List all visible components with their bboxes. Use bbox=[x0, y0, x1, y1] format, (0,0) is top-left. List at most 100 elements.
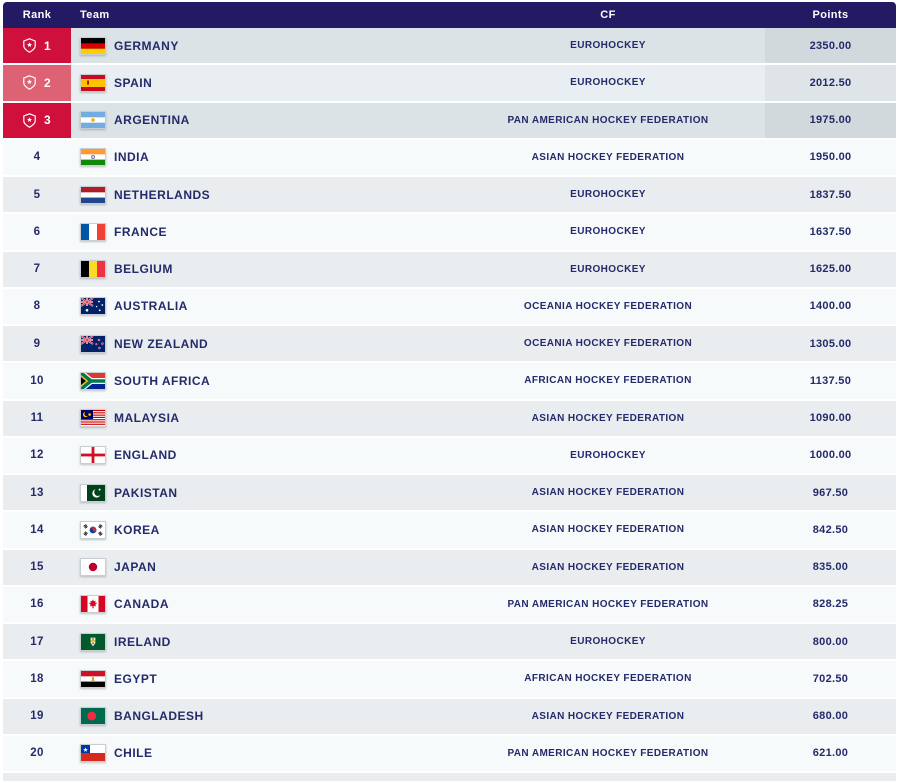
points-value: 835.00 bbox=[765, 549, 896, 585]
team-cell: IRELAND bbox=[71, 624, 451, 660]
table-row[interactable]: 15 JAPAN ASIAN HOCKEY FEDERATION 835.00 bbox=[3, 549, 896, 587]
rank-number: 17 bbox=[30, 635, 44, 648]
table-row[interactable]: 11 MALAYSIA ASIAN HOCKEY FEDERATION 1090… bbox=[3, 400, 896, 438]
team-cell: AUSTRALIA bbox=[71, 288, 451, 324]
confederation-label: ASIAN HOCKEY FEDERATION bbox=[451, 475, 765, 511]
rank-number: 9 bbox=[33, 337, 41, 350]
table-row[interactable]: 8 AUSTRALIA OCEANIA HOCKEY FEDERATION 14… bbox=[3, 288, 896, 326]
flag-icon bbox=[80, 669, 106, 688]
table-row[interactable]: 4 INDIA ASIAN HOCKEY FEDERATION 1950.00 bbox=[3, 139, 896, 177]
confederation-label: PAN AMERICAN HOCKEY FEDERATION bbox=[451, 102, 765, 138]
table-row[interactable]: 9 NEW ZEALAND OCEANIA HOCKEY FEDERATION … bbox=[3, 326, 896, 364]
team-cell: SPAIN bbox=[71, 65, 451, 101]
table-row[interactable]: 5 NETHERLANDS EUROHOCKEY 1837.50 bbox=[3, 177, 896, 215]
table-row[interactable]: 18 EGYPT AFRICAN HOCKEY FEDERATION 702.5… bbox=[3, 661, 896, 699]
points-value: 680.00 bbox=[765, 698, 896, 734]
rank-number: 3 bbox=[44, 113, 51, 128]
rank-number: 18 bbox=[30, 672, 44, 685]
rankings-table: Rank Team CF Points 1 GERMANY EUROHOCKEY… bbox=[3, 2, 896, 781]
table-row[interactable]: 6 FRANCE EUROHOCKEY 1637.50 bbox=[3, 214, 896, 252]
confederation-label: ASIAN HOCKEY FEDERATION bbox=[451, 400, 765, 436]
table-row[interactable]: 17 IRELAND EUROHOCKEY 800.00 bbox=[3, 624, 896, 662]
rank-cell: 2 bbox=[3, 65, 71, 101]
partial-next-row bbox=[3, 773, 896, 781]
team-cell: JAPAN bbox=[71, 549, 451, 585]
confederation-label: AFRICAN HOCKEY FEDERATION bbox=[451, 661, 765, 697]
table-row[interactable]: 16 CANADA PAN AMERICAN HOCKEY FEDERATION… bbox=[3, 586, 896, 624]
team-name: INDIA bbox=[114, 150, 150, 165]
shield-star-icon bbox=[23, 75, 36, 91]
rank-cell: 9 bbox=[3, 326, 71, 362]
flag-icon bbox=[80, 111, 106, 130]
rank-number: 6 bbox=[33, 225, 41, 238]
team-name: EGYPT bbox=[114, 671, 158, 686]
team-name: CANADA bbox=[114, 597, 169, 612]
team-name: ENGLAND bbox=[114, 448, 177, 463]
rank-number: 7 bbox=[33, 263, 41, 276]
confederation-label: EUROHOCKEY bbox=[451, 214, 765, 250]
team-cell: NEW ZEALAND bbox=[71, 326, 451, 362]
team-name: PAKISTAN bbox=[114, 485, 178, 500]
team-name: CHILE bbox=[114, 746, 153, 761]
team-cell: GERMANY bbox=[71, 28, 451, 64]
rank-cell: 13 bbox=[3, 475, 71, 511]
header-cf: CF bbox=[600, 9, 616, 21]
team-cell: BELGIUM bbox=[71, 251, 451, 287]
header-rank: Rank bbox=[22, 9, 52, 21]
table-row[interactable]: 12 ENGLAND EUROHOCKEY 1000.00 bbox=[3, 437, 896, 475]
team-cell: KOREA bbox=[71, 512, 451, 548]
rank-number: 20 bbox=[30, 747, 44, 760]
rank-cell: 10 bbox=[3, 363, 71, 399]
table-body: 1 GERMANY EUROHOCKEY 2350.00 2 SPAIN EUR… bbox=[3, 28, 896, 773]
rank-number: 12 bbox=[30, 449, 44, 462]
rank-cell: 18 bbox=[3, 661, 71, 697]
team-name: IRELAND bbox=[114, 634, 171, 649]
table-row[interactable]: 19 BANGLADESH ASIAN HOCKEY FEDERATION 68… bbox=[3, 698, 896, 736]
table-row[interactable]: 1 GERMANY EUROHOCKEY 2350.00 bbox=[3, 28, 896, 66]
points-value: 1000.00 bbox=[765, 437, 896, 473]
rank-cell: 16 bbox=[3, 586, 71, 622]
table-row[interactable]: 20 CHILE PAN AMERICAN HOCKEY FEDERATION … bbox=[3, 735, 896, 773]
points-value: 1837.50 bbox=[765, 177, 896, 213]
rank-number: 16 bbox=[30, 598, 44, 611]
confederation-label: OCEANIA HOCKEY FEDERATION bbox=[451, 326, 765, 362]
confederation-label: PAN AMERICAN HOCKEY FEDERATION bbox=[451, 735, 765, 771]
rank-cell: 5 bbox=[3, 177, 71, 213]
table-header-row: Rank Team CF Points bbox=[3, 2, 896, 28]
points-value: 2012.50 bbox=[765, 65, 896, 101]
team-name: MALAYSIA bbox=[114, 411, 180, 426]
flag-icon bbox=[80, 409, 106, 428]
flag-icon bbox=[80, 632, 106, 651]
team-name: SPAIN bbox=[114, 75, 153, 90]
table-row[interactable]: 7 BELGIUM EUROHOCKEY 1625.00 bbox=[3, 251, 896, 289]
points-value: 1950.00 bbox=[765, 139, 896, 175]
rank-cell: 1 bbox=[3, 28, 71, 64]
confederation-label: EUROHOCKEY bbox=[451, 251, 765, 287]
confederation-label: OCEANIA HOCKEY FEDERATION bbox=[451, 288, 765, 324]
team-cell: FRANCE bbox=[71, 214, 451, 250]
rank-cell: 14 bbox=[3, 512, 71, 548]
team-cell: BANGLADESH bbox=[71, 698, 451, 734]
team-name: NETHERLANDS bbox=[114, 187, 211, 202]
table-row[interactable]: 2 SPAIN EUROHOCKEY 2012.50 bbox=[3, 65, 896, 103]
table-row[interactable]: 3 ARGENTINA PAN AMERICAN HOCKEY FEDERATI… bbox=[3, 102, 896, 140]
rank-cell: 7 bbox=[3, 251, 71, 287]
flag-icon bbox=[80, 334, 106, 353]
header-points: Points bbox=[812, 9, 849, 21]
flag-icon bbox=[80, 148, 106, 167]
points-value: 967.50 bbox=[765, 475, 896, 511]
confederation-label: ASIAN HOCKEY FEDERATION bbox=[451, 549, 765, 585]
rank-number: 14 bbox=[30, 523, 44, 536]
points-value: 800.00 bbox=[765, 624, 896, 660]
table-row[interactable]: 13 PAKISTAN ASIAN HOCKEY FEDERATION 967.… bbox=[3, 475, 896, 513]
flag-icon bbox=[80, 707, 106, 726]
team-cell: ENGLAND bbox=[71, 437, 451, 473]
points-value: 2350.00 bbox=[765, 28, 896, 64]
rank-number: 15 bbox=[30, 561, 44, 574]
confederation-label: EUROHOCKEY bbox=[451, 28, 765, 64]
table-row[interactable]: 14 KOREA ASIAN HOCKEY FEDERATION 842.50 bbox=[3, 512, 896, 550]
rank-cell: 3 bbox=[3, 102, 71, 138]
confederation-label: EUROHOCKEY bbox=[451, 65, 765, 101]
shield-star-icon bbox=[23, 112, 36, 128]
table-row[interactable]: 10 SOUTH AFRICA AFRICAN HOCKEY FEDERATIO… bbox=[3, 363, 896, 401]
